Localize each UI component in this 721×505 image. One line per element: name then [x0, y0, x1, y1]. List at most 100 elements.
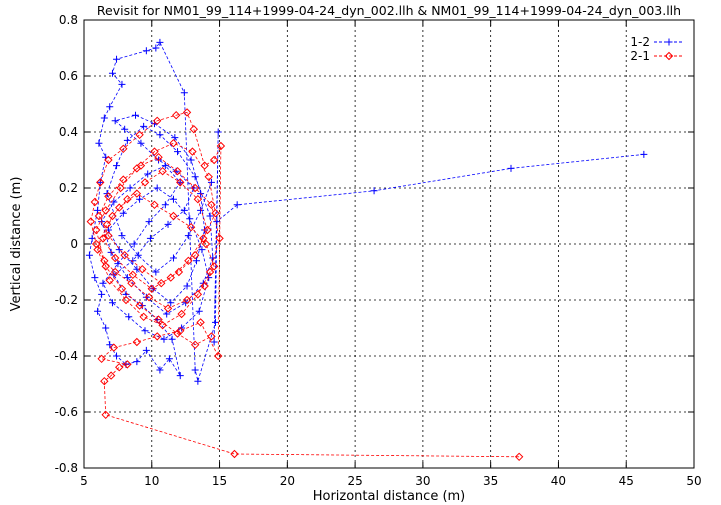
data-point-2-1 [150, 147, 159, 156]
data-point-2-1 [190, 250, 200, 260]
data-point-2-1 [200, 161, 209, 170]
data-point-1-2 [118, 232, 126, 240]
data-point-2-1 [119, 144, 128, 154]
data-point-2-1 [127, 278, 136, 288]
series-2-1 [86, 108, 524, 462]
data-point-1-2 [111, 117, 119, 125]
data-point-2-1 [144, 292, 154, 302]
data-point-1-2 [130, 240, 138, 248]
legend-marker [664, 51, 674, 61]
data-point-2-1 [158, 166, 167, 176]
y-axis-title: Vertical distance (m) [9, 177, 24, 312]
data-point-1-2 [507, 164, 515, 172]
data-point-2-1 [182, 295, 192, 305]
data-point-2-1 [209, 155, 219, 165]
data-point-2-1 [97, 354, 106, 364]
data-point-2-1 [154, 315, 163, 324]
data-point-2-1 [132, 337, 142, 347]
data-point-2-1 [105, 276, 114, 285]
data-point-2-1 [132, 164, 142, 173]
data-point-1-2 [99, 279, 107, 287]
data-point-1-2 [152, 44, 160, 52]
y-tick-label: -0.8 [55, 461, 78, 475]
data-point-2-1 [93, 245, 102, 254]
data-point-1-2 [115, 246, 123, 254]
data-point-2-1 [123, 194, 132, 204]
data-point-1-2 [156, 38, 164, 46]
data-point-2-1 [171, 110, 181, 120]
data-point-1-2 [140, 122, 148, 130]
data-point-1-2 [156, 366, 164, 374]
data-point-2-1 [207, 200, 216, 210]
data-point-1-2 [193, 257, 201, 265]
data-point-1-2 [194, 377, 202, 385]
data-point-1-2 [210, 338, 218, 346]
data-point-2-1 [135, 301, 144, 310]
data-point-2-1 [199, 234, 208, 243]
data-point-2-1 [115, 203, 124, 212]
data-point-1-2 [153, 184, 161, 192]
data-point-1-2 [113, 352, 121, 360]
data-point-2-1 [106, 371, 116, 380]
y-tick-label: 0.6 [59, 69, 78, 83]
data-point-1-2 [113, 55, 121, 63]
data-point-2-1 [117, 284, 127, 294]
data-point-1-2 [183, 282, 191, 290]
data-point-1-2 [96, 178, 104, 186]
data-point-1-2 [169, 195, 177, 203]
data-point-2-1 [173, 329, 182, 338]
data-point-1-2 [174, 148, 182, 156]
data-point-2-1 [177, 309, 186, 319]
data-point-1-2 [167, 299, 175, 307]
data-point-1-2 [114, 260, 122, 268]
data-point-2-1 [174, 267, 184, 277]
data-point-1-2 [198, 246, 206, 254]
data-point-1-2 [187, 156, 195, 164]
x-tick-label: 10 [144, 474, 159, 488]
data-point-2-1 [203, 225, 212, 235]
data-point-2-1 [196, 318, 205, 327]
y-tick-label: -0.4 [55, 349, 78, 363]
data-point-1-2 [206, 212, 214, 220]
data-point-2-1 [101, 262, 110, 271]
data-point-1-2 [106, 341, 114, 349]
data-point-2-1 [216, 141, 226, 151]
data-point-1-2 [132, 111, 140, 119]
legend-marker [665, 38, 673, 46]
data-point-2-1 [90, 197, 100, 207]
data-point-2-1 [157, 278, 166, 288]
data-point-1-2 [176, 372, 184, 380]
data-point-2-1 [109, 343, 119, 352]
data-point-2-1 [163, 304, 173, 313]
y-tick-label: 0.8 [59, 13, 78, 27]
series-line-2-1 [90, 111, 520, 458]
data-point-2-1 [154, 152, 163, 162]
data-point-1-2 [233, 201, 241, 209]
y-axis: 0.8 0.6 0.4 0.2 0 -0.2 -0.4 -0.6 -0.8 [55, 13, 694, 475]
data-point-2-1 [139, 312, 148, 322]
data-point-1-2 [126, 184, 134, 192]
data-point-2-1 [211, 208, 220, 218]
data-point-1-2 [118, 80, 126, 88]
data-point-1-2 [136, 195, 144, 203]
data-point-1-2 [156, 131, 164, 139]
data-point-2-1 [115, 362, 124, 372]
data-point-1-2 [91, 274, 99, 282]
data-point-2-1 [98, 234, 108, 243]
data-point-1-2 [121, 125, 129, 133]
data-point-2-1 [176, 178, 185, 187]
data-point-1-2 [191, 173, 199, 181]
data-point-1-2 [168, 335, 176, 343]
data-point-2-1 [204, 172, 213, 182]
data-point-2-1 [230, 449, 239, 459]
data-point-2-1 [182, 108, 192, 117]
data-point-2-1 [152, 332, 162, 341]
data-point-1-2 [209, 254, 217, 262]
y-tick-label: -0.2 [55, 293, 78, 307]
data-point-1-2 [107, 248, 115, 256]
data-point-2-1 [140, 178, 150, 187]
data-point-2-1 [138, 264, 147, 274]
data-point-2-1 [190, 183, 200, 193]
x-tick-label: 25 [347, 474, 362, 488]
